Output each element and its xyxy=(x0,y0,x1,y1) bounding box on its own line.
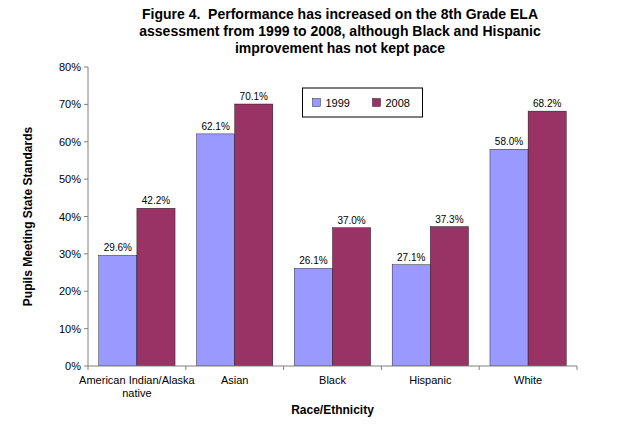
bar xyxy=(137,208,175,366)
x-tick-label: Black xyxy=(272,374,394,387)
legend-box xyxy=(303,88,423,117)
data-label: 70.1% xyxy=(240,91,268,102)
legend-label: 1999 xyxy=(326,97,350,109)
data-label: 68.2% xyxy=(533,98,561,109)
legend-label: 2008 xyxy=(386,97,410,109)
y-tick xyxy=(84,291,88,292)
x-tick-label: Asian xyxy=(174,374,296,387)
bar xyxy=(430,227,468,366)
x-tick-label: Hispanic xyxy=(369,374,491,387)
y-tick-label: 70% xyxy=(59,98,81,110)
bar xyxy=(235,104,273,366)
y-tick xyxy=(84,328,88,329)
y-tick xyxy=(84,179,88,180)
bars xyxy=(99,104,566,366)
x-tick xyxy=(283,366,284,370)
y-tick xyxy=(84,104,88,105)
bar xyxy=(333,228,371,366)
x-tick xyxy=(381,366,382,370)
x-tick xyxy=(88,366,89,370)
data-label: 29.6% xyxy=(104,242,132,253)
x-tick-label: White xyxy=(467,374,589,387)
x-tick xyxy=(479,366,480,370)
y-tick xyxy=(84,253,88,254)
legend-swatch xyxy=(313,99,321,107)
bar xyxy=(99,255,137,366)
chart: Figure 4. Performance has increased on t… xyxy=(0,0,624,428)
x-tick-label: American Indian/Alaska native xyxy=(76,374,198,400)
x-axis xyxy=(88,366,577,367)
y-tick-label: 80% xyxy=(59,61,81,73)
legend-swatch xyxy=(373,99,381,107)
data-label: 58.0% xyxy=(495,136,523,147)
y-tick xyxy=(84,67,88,68)
plot-svg: 29.6% 62.1% 26.1% 27.1% 58.0% 42.2% 70.1% 37.0%… xyxy=(0,0,624,428)
y-tick-label: 10% xyxy=(59,323,81,335)
data-label: 62.1% xyxy=(201,121,229,132)
y-tick-label: 0% xyxy=(65,360,81,372)
y-tick-label: 50% xyxy=(59,173,81,185)
x-tick xyxy=(577,366,578,370)
y-tick xyxy=(84,366,88,367)
bar xyxy=(392,265,430,366)
data-label: 37.3% xyxy=(435,214,463,225)
y-tick-label: 40% xyxy=(59,211,81,223)
bar xyxy=(294,268,332,366)
y-tick-label: 20% xyxy=(59,285,81,297)
y-tick-label: 30% xyxy=(59,248,81,260)
y-tick xyxy=(84,141,88,142)
x-tick xyxy=(185,366,186,370)
data-label: 27.1% xyxy=(397,252,425,263)
bar xyxy=(528,111,566,366)
bar xyxy=(197,134,235,366)
bar xyxy=(490,149,528,366)
title: Figure 4. Performance has increased on t… xyxy=(135,6,545,57)
data-label: 42.2% xyxy=(142,195,170,206)
y-tick-label: 60% xyxy=(59,136,81,148)
y-tick xyxy=(84,216,88,217)
y-axis-label: Pupils Meeting State Standards xyxy=(21,126,35,306)
data-label: 37.0% xyxy=(337,215,365,226)
x-axis-label: Race/Ethnicity xyxy=(291,403,374,417)
legend: 1999 2008 xyxy=(303,88,423,117)
data-label: 26.1% xyxy=(299,255,327,266)
